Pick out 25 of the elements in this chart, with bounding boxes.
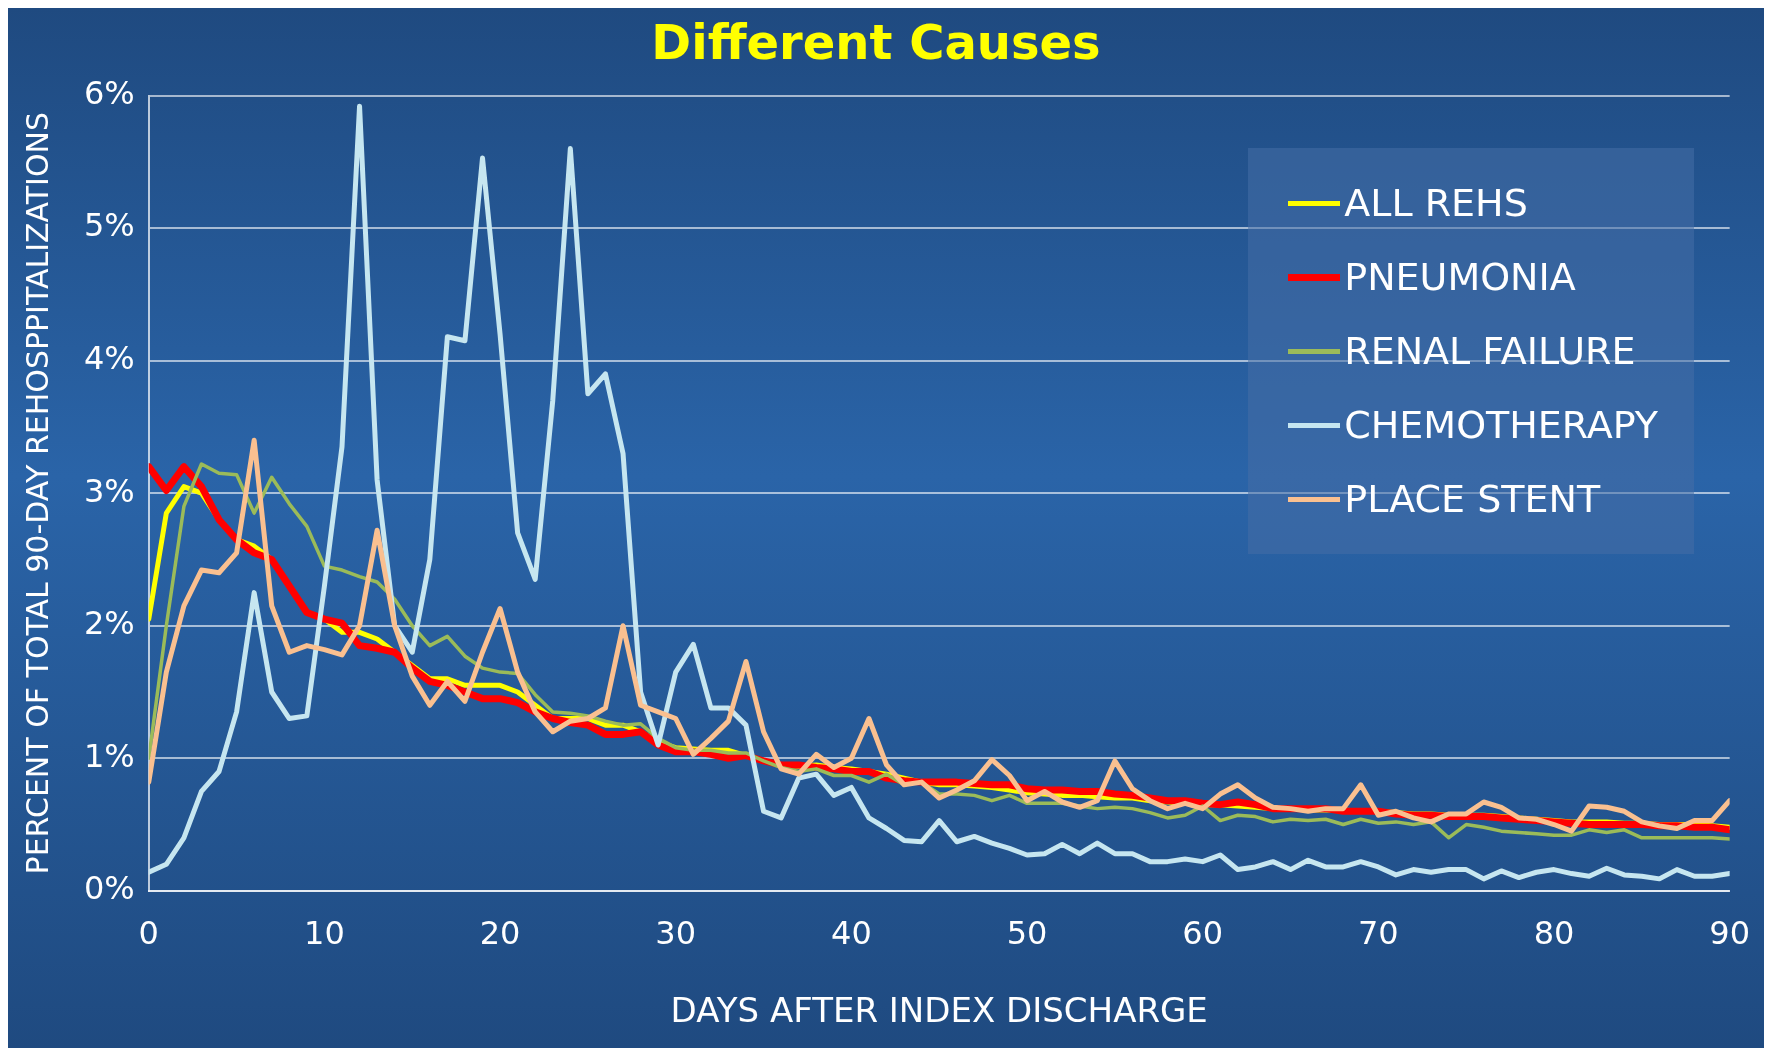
legend-label: ALL REHS [1344, 181, 1528, 225]
x-axis-title: DAYS AFTER INDEX DISCHARGE [670, 990, 1208, 1031]
legend-label: PLACE STENT [1344, 477, 1601, 521]
y-tick-label: 2% [84, 604, 135, 643]
y-tick-label: 1% [84, 736, 135, 775]
y-tick-label: 0% [84, 869, 135, 908]
x-tick-label: 50 [1006, 914, 1048, 953]
chart-title: Different Causes [651, 14, 1101, 71]
x-tick-label: 90 [1709, 914, 1750, 953]
y-tick-label: 5% [84, 206, 135, 245]
x-tick-label: 60 [1182, 914, 1224, 953]
x-tick-label: 0 [138, 914, 159, 953]
legend-label: RENAL FAILURE [1344, 329, 1636, 373]
x-tick-label: 20 [479, 914, 521, 953]
y-tick-label: 6% [84, 73, 135, 112]
y-tick-label: 3% [84, 471, 135, 510]
legend-label: PNEUMONIA [1344, 255, 1576, 299]
x-tick-label: 80 [1533, 914, 1575, 953]
x-tick-label: 30 [655, 914, 697, 953]
x-tick-label: 10 [304, 914, 345, 953]
y-axis-title: PERCENT OF TOTAL 90-DAY REHOSPPITALIZATIONS [19, 111, 55, 875]
y-tick-label: 4% [84, 338, 135, 377]
x-tick-label: 70 [1357, 914, 1399, 953]
x-tick-label: 40 [831, 914, 872, 953]
legend-label: CHEMOTHERAPY [1344, 403, 1658, 447]
